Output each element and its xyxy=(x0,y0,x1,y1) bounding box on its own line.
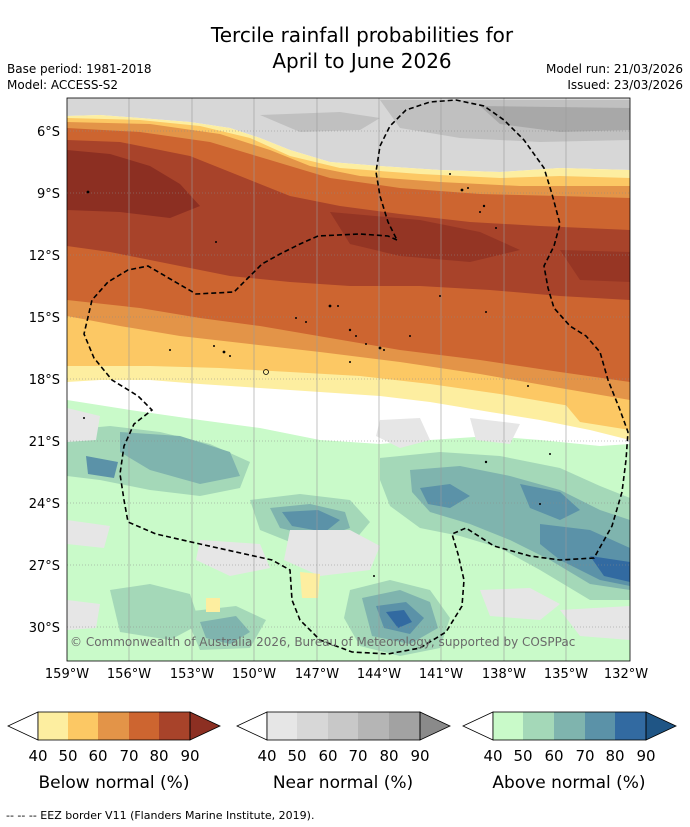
cb-tick: 40 xyxy=(483,747,502,765)
cb-tick: 50 xyxy=(513,747,532,765)
base-period: Base period: 1981-2018 xyxy=(7,62,152,76)
probability-field xyxy=(67,98,630,661)
cb-tick: 70 xyxy=(119,747,138,765)
map-title: Tercile rainfall probabilities for April… xyxy=(0,22,690,74)
latitude-labels: 6°S 9°S 12°S 15°S 18°S 21°S 24°S 27°S 30… xyxy=(29,125,60,636)
lat-label: 30°S xyxy=(29,621,60,636)
eez-borders xyxy=(83,99,629,655)
islands xyxy=(83,173,551,577)
graticule xyxy=(67,130,630,628)
colorbar-above-normal xyxy=(462,711,677,741)
title-line-2: April to June 2026 xyxy=(272,49,452,73)
cb-tick: 90 xyxy=(636,747,655,765)
issued-date: Issued: 23/03/2026 xyxy=(567,78,683,92)
cb-tick: 80 xyxy=(149,747,168,765)
lat-label: 15°S xyxy=(29,311,60,326)
cb-tick: 70 xyxy=(575,747,594,765)
cb-tick: 40 xyxy=(28,747,47,765)
lat-label: 24°S xyxy=(29,497,60,512)
colorbar-ticks: 40 50 60 70 80 90 40 50 60 70 80 90 40 5… xyxy=(28,747,655,765)
cb-tick: 50 xyxy=(287,747,306,765)
cb-tick: 60 xyxy=(544,747,563,765)
eez-footnote: -- -- -- EEZ border V11 (Flanders Marine… xyxy=(6,809,315,822)
copyright-notice: © Commonwealth of Australia 2026, Bureau… xyxy=(70,635,575,649)
lat-label: 9°S xyxy=(37,187,60,202)
lon-label: 156°W xyxy=(107,667,151,682)
lon-label: 147°W xyxy=(295,667,339,682)
lon-label: 150°W xyxy=(232,667,276,682)
meta-left: Base period: 1981-2018 Model: ACCESS-S2 xyxy=(7,61,152,93)
lat-label: 12°S xyxy=(29,249,60,264)
cb-tick: 70 xyxy=(348,747,367,765)
model-name: Model: ACCESS-S2 xyxy=(7,78,119,92)
longitude-labels: 159°W 156°W 153°W 150°W 147°W 144°W 141°… xyxy=(45,667,648,682)
cb-tick: 80 xyxy=(605,747,624,765)
lat-label: 21°S xyxy=(29,435,60,450)
meridians xyxy=(128,98,567,661)
cb-tick: 80 xyxy=(379,747,398,765)
cb-tick: 60 xyxy=(318,747,337,765)
lon-label: 144°W xyxy=(357,667,401,682)
near-normal-title: Near normal (%) xyxy=(273,773,413,793)
model-run: Model run: 21/03/2026 xyxy=(545,62,683,76)
meta-right: Model run: 21/03/2026 Issued: 23/03/2026 xyxy=(546,61,683,93)
cb-tick: 90 xyxy=(410,747,429,765)
lat-label: 27°S xyxy=(29,559,60,574)
lon-label: 132°W xyxy=(604,667,648,682)
cb-tick: 60 xyxy=(88,747,107,765)
title-line-1: Tercile rainfall probabilities for xyxy=(210,23,514,47)
cb-tick: 90 xyxy=(180,747,199,765)
lon-label: 135°W xyxy=(544,667,588,682)
cb-tick: 50 xyxy=(58,747,77,765)
colorbar-titles: Below normal (%) Near normal (%) Above n… xyxy=(39,773,646,793)
lon-label: 153°W xyxy=(170,667,214,682)
below-normal-title: Below normal (%) xyxy=(39,773,190,793)
map-frame xyxy=(66,97,631,662)
lat-label: 18°S xyxy=(29,373,60,388)
colorbar-below-normal xyxy=(7,711,221,741)
lon-label: 141°W xyxy=(419,667,463,682)
above-normal-title: Above normal (%) xyxy=(492,773,645,793)
cb-tick: 40 xyxy=(257,747,276,765)
lon-label: 159°W xyxy=(45,667,89,682)
colorbar-near-normal xyxy=(236,711,451,741)
lon-label: 138°W xyxy=(482,667,526,682)
lat-label: 6°S xyxy=(37,125,60,140)
